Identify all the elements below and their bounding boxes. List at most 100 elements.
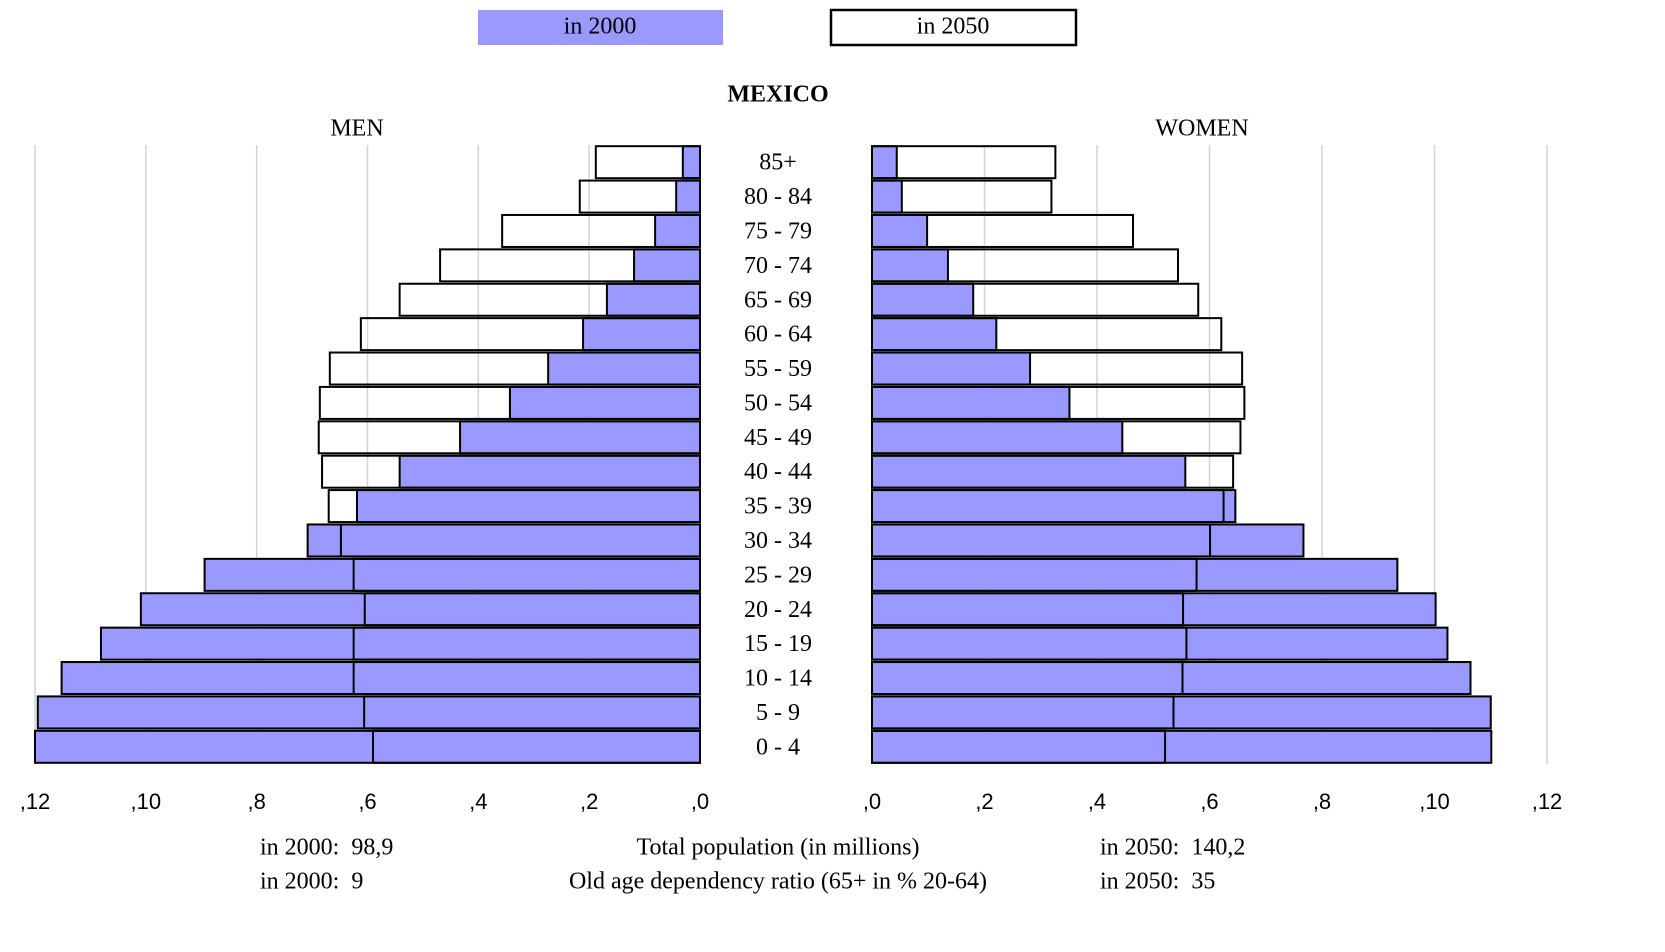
bar-men [501, 213, 701, 248]
bar-men [99, 626, 701, 661]
footer-right: in 2050: 140,2 [1100, 835, 1245, 861]
bar-women [871, 489, 1225, 524]
age-label: 85+ [759, 150, 797, 176]
bar-women [871, 420, 1124, 455]
bar-men [318, 385, 701, 420]
bar-women [871, 454, 1187, 489]
bar-women [871, 213, 929, 248]
bar-men [582, 317, 702, 352]
bar-men [675, 179, 702, 214]
bar-women [871, 592, 1185, 627]
bar-men [363, 592, 701, 627]
chart-title: MEXICO [727, 82, 828, 108]
left-panel-label: MEN [330, 116, 383, 142]
age-label: 80 - 84 [744, 184, 812, 210]
bar-men [60, 661, 702, 696]
age-label: 55 - 59 [744, 356, 812, 382]
legend-swatch [829, 8, 1078, 47]
x-tick-label: ,0 [863, 789, 881, 814]
bar-men [339, 523, 701, 558]
bar-men [306, 523, 701, 558]
x-tick-label: ,2 [975, 789, 993, 814]
bar-men [681, 145, 702, 180]
bar-women [871, 489, 1237, 524]
bar-men [355, 489, 701, 524]
legend-label: in 2050 [917, 14, 990, 40]
bar-men [398, 454, 701, 489]
age-label: 0 - 4 [756, 734, 800, 760]
bar-women [871, 695, 1492, 730]
bar-women [871, 729, 1167, 764]
bar-women [871, 145, 898, 180]
bar-women [871, 420, 1242, 455]
bar-women [871, 661, 1472, 696]
bar-men [352, 557, 701, 592]
x-tick-label: ,10 [1419, 789, 1450, 814]
age-label: 45 - 49 [744, 425, 812, 451]
x-tick-label: ,4 [1088, 789, 1106, 814]
bar-women [871, 179, 1053, 214]
bar-women [871, 351, 1032, 386]
x-tick-label: ,12 [20, 789, 51, 814]
x-tick-label: ,10 [131, 789, 162, 814]
bar-women [871, 729, 1493, 764]
bar-men [594, 145, 701, 180]
bar-women [871, 179, 903, 214]
bar-women [871, 661, 1184, 696]
bar-men [317, 420, 701, 455]
x-tick-label: ,8 [247, 789, 265, 814]
bar-women [871, 385, 1071, 420]
x-tick-label: ,4 [469, 789, 487, 814]
bar-women [871, 282, 975, 317]
age-label: 60 - 64 [744, 322, 812, 348]
bar-men [547, 351, 701, 386]
x-tick-label: ,12 [1532, 789, 1563, 814]
bar-men [352, 661, 701, 696]
bar-women [871, 454, 1235, 489]
bar-men [605, 282, 702, 317]
footer-left: in 2000: 9 [260, 869, 363, 895]
bar-men [139, 592, 702, 627]
bar-women [871, 351, 1244, 386]
bar-men [439, 248, 701, 283]
bar-men [36, 695, 702, 730]
footer-center: Total population (in millions) [637, 835, 920, 861]
bar-women [871, 592, 1437, 627]
footer-center: Old age dependency ratio (65+ in % 20-64… [569, 869, 987, 895]
age-label: 65 - 69 [744, 287, 812, 313]
legend-swatch [478, 10, 723, 45]
x-tick-label: ,0 [691, 789, 709, 814]
age-label: 70 - 74 [744, 253, 812, 279]
age-label: 75 - 79 [744, 218, 812, 244]
legend-label: in 2000 [564, 14, 637, 40]
bar-women [871, 523, 1305, 558]
bar-women [871, 248, 949, 283]
bar-men [34, 729, 701, 764]
age-label: 20 - 24 [744, 597, 812, 623]
bar-women [871, 282, 1200, 317]
x-tick-label: ,6 [358, 789, 376, 814]
bar-women [871, 213, 1134, 248]
bar-men [321, 454, 701, 489]
bar-men [578, 179, 702, 214]
age-label: 5 - 9 [756, 700, 800, 726]
age-label: 40 - 44 [744, 459, 812, 485]
age-label: 35 - 39 [744, 494, 812, 520]
bar-women [871, 626, 1188, 661]
bar-men [203, 557, 701, 592]
bar-women [871, 695, 1175, 730]
right-panel-label: WOMEN [1155, 116, 1248, 142]
x-tick-label: ,2 [580, 789, 598, 814]
age-label: 30 - 34 [744, 528, 812, 554]
age-label: 50 - 54 [744, 390, 812, 416]
bar-men [359, 317, 701, 352]
bar-men [363, 695, 701, 730]
bar-women [871, 557, 1399, 592]
bar-men [328, 351, 701, 386]
bar-women [871, 248, 1179, 283]
bar-women [871, 317, 1223, 352]
bar-women [871, 317, 998, 352]
bar-men [508, 385, 701, 420]
bar-women [871, 626, 1449, 661]
